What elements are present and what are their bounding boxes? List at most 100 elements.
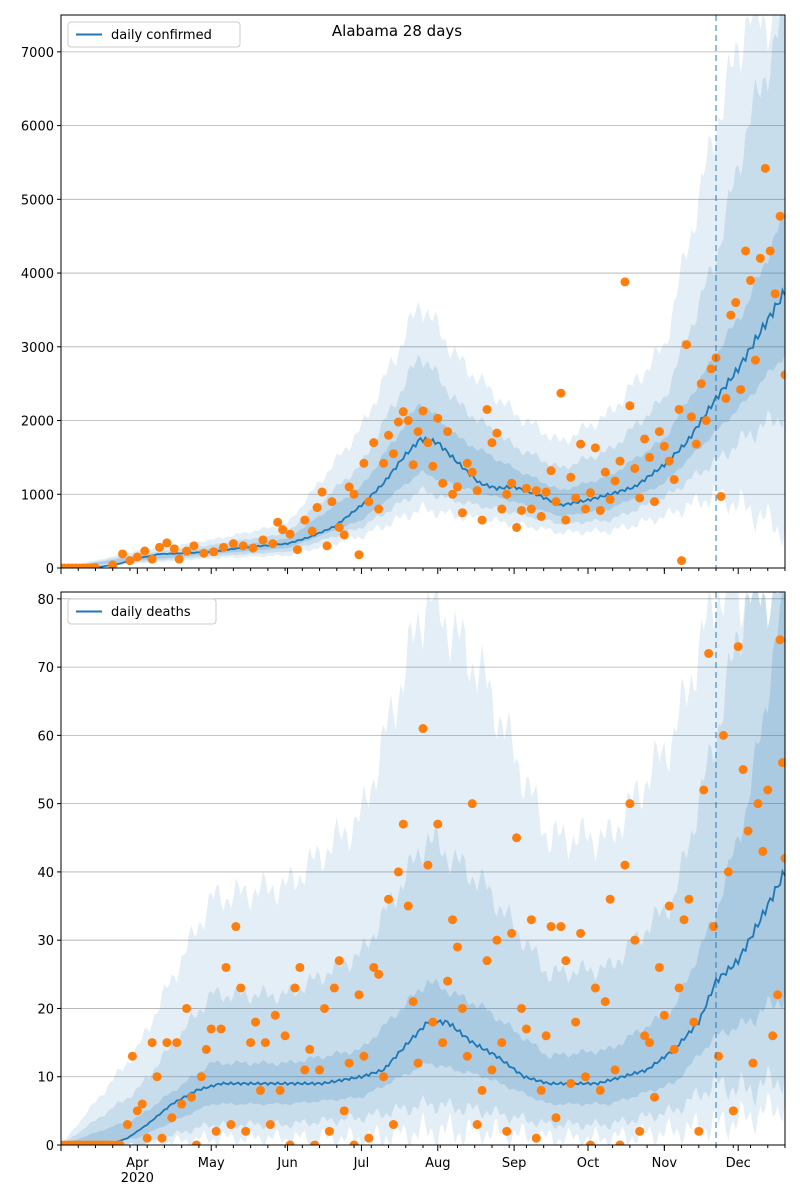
observed-point [645, 452, 655, 462]
observed-point [778, 758, 785, 768]
observed-point [457, 508, 467, 518]
y-tick-label: 7000 [21, 46, 54, 61]
observed-point [280, 1031, 290, 1041]
observed-point [684, 894, 694, 904]
observed-point [681, 340, 691, 350]
observed-point [334, 956, 344, 966]
observed-point [219, 542, 229, 552]
observed-point [125, 556, 135, 566]
observed-point [423, 438, 433, 448]
band-outer [61, 15, 785, 568]
observed-point [669, 475, 679, 485]
observed-point [398, 407, 408, 417]
observed-point [315, 1065, 325, 1075]
observed-point [196, 1072, 206, 1082]
observed-point [258, 535, 268, 545]
observed-point [677, 556, 687, 566]
observed-point [359, 1051, 369, 1061]
observed-point [477, 515, 487, 525]
observed-point [221, 962, 231, 972]
observed-point [413, 427, 423, 437]
observed-point [775, 211, 785, 221]
observed-point [581, 504, 591, 514]
observed-point [292, 545, 302, 555]
observed-point [585, 1140, 595, 1145]
y-tick-label: 1000 [21, 488, 54, 503]
observed-point [428, 1017, 438, 1027]
observed-point [174, 554, 184, 564]
observed-point [659, 441, 669, 451]
observed-point [265, 1120, 275, 1130]
observed-point [536, 511, 546, 521]
observed-point [305, 1044, 315, 1054]
observed-point [290, 983, 300, 993]
observed-point [551, 1113, 561, 1123]
observed-point [649, 1092, 659, 1102]
observed-point [512, 522, 522, 532]
observed-point [388, 1120, 398, 1130]
observed-point [686, 412, 696, 422]
observed-point [354, 550, 364, 560]
x-tick-label: Nov [652, 1156, 678, 1171]
observed-point [462, 458, 472, 468]
x-tick-label: Apr [126, 1156, 149, 1171]
observed-point [278, 525, 288, 535]
observed-point [581, 1072, 591, 1082]
observed-point [122, 1120, 132, 1130]
band-inner [61, 592, 785, 1145]
observed-point [408, 460, 418, 470]
observed-point [393, 417, 403, 427]
observed-point [260, 1038, 270, 1048]
observed-point [452, 942, 462, 952]
observed-point [492, 935, 502, 945]
observed-point [590, 443, 600, 453]
observed-point [566, 472, 576, 482]
observed-point [300, 515, 310, 525]
observed-point [418, 406, 428, 416]
legend-label: daily confirmed [111, 28, 212, 43]
observed-point [773, 990, 783, 1000]
observed-point [546, 922, 556, 932]
observed-point [571, 1017, 581, 1027]
observed-point [312, 503, 322, 513]
observed-point [576, 439, 586, 449]
observed-point [226, 1120, 236, 1130]
observed-point [502, 489, 512, 499]
observed-point [108, 560, 118, 568]
observed-point [300, 1065, 310, 1075]
observed-point [472, 486, 482, 496]
y-tick-label: 20 [37, 1002, 54, 1017]
band-mid [61, 15, 785, 568]
observed-point [90, 563, 100, 568]
observed-point [640, 434, 650, 444]
observed-point [674, 404, 684, 414]
observed-point [408, 997, 418, 1007]
observed-point [452, 482, 462, 492]
observed-point [398, 819, 408, 829]
observed-point [285, 1140, 295, 1145]
observed-point [310, 1140, 320, 1145]
observed-point [546, 466, 556, 476]
observed-point [664, 456, 674, 466]
observed-point [536, 1085, 546, 1095]
observed-point [726, 310, 736, 320]
observed-point [507, 478, 517, 488]
observed-point [339, 530, 349, 540]
observed-point [482, 404, 492, 414]
observed-point [620, 860, 630, 870]
band-mid [61, 592, 785, 1145]
observed-point [704, 648, 714, 658]
x-tick-label: Sep [502, 1156, 527, 1171]
observed-point [413, 1058, 423, 1068]
observed-point [275, 1085, 285, 1095]
observed-point [127, 1051, 137, 1061]
observed-point [344, 482, 354, 492]
y-tick-label: 50 [37, 798, 54, 813]
observed-point [285, 529, 295, 539]
observed-point [733, 642, 743, 652]
chart-title: Alabama 28 days [332, 22, 462, 40]
observed-point [746, 275, 756, 285]
observed-point [770, 289, 780, 299]
observed-point [199, 548, 209, 558]
observed-point [327, 497, 337, 507]
